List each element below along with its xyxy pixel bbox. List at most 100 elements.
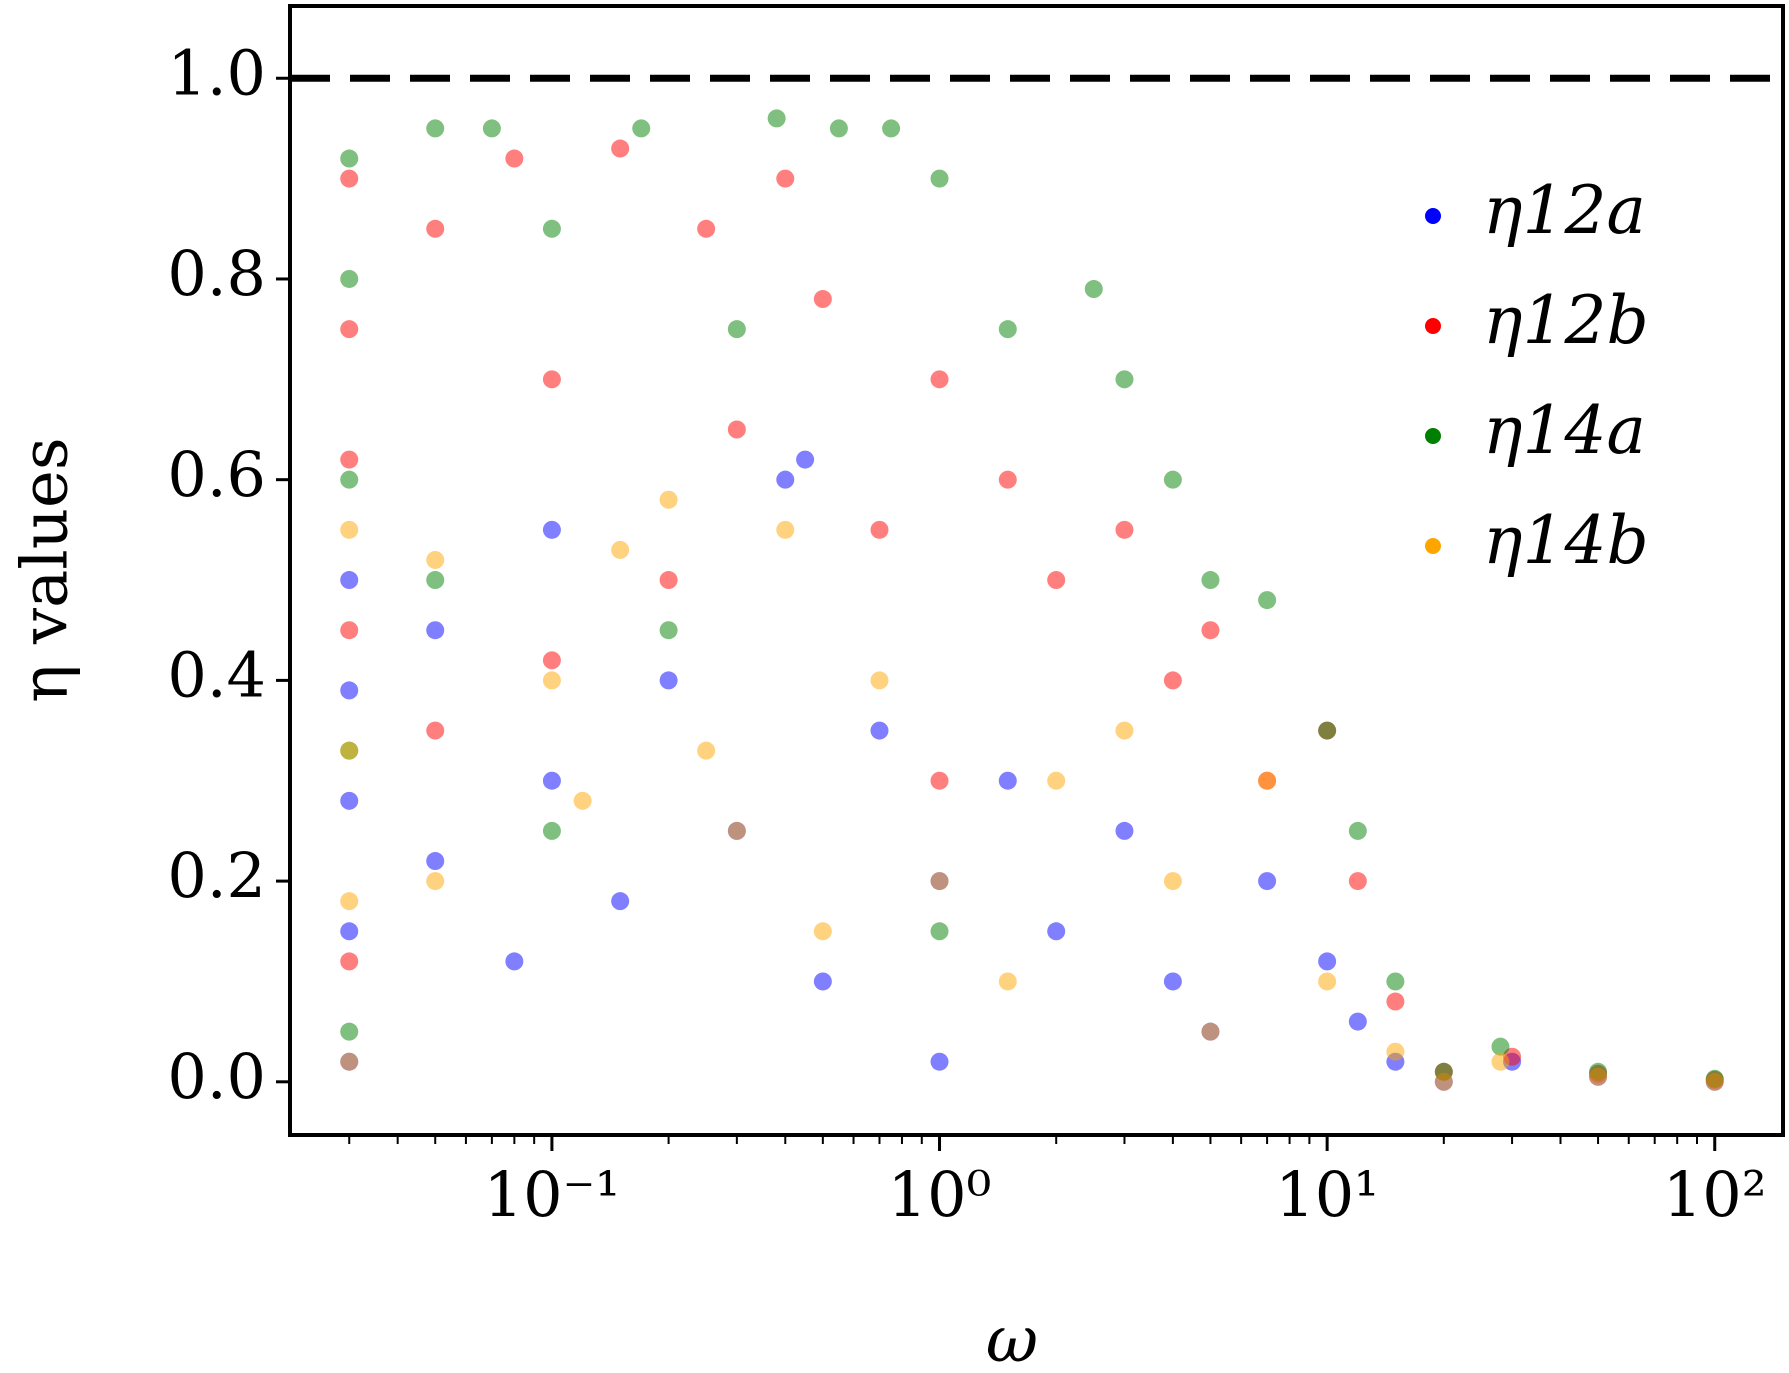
point — [340, 741, 359, 760]
point — [870, 520, 889, 539]
point — [930, 922, 949, 941]
point — [813, 922, 832, 941]
x-tick-label: 10¹ — [1275, 1158, 1379, 1231]
point — [340, 1052, 359, 1071]
point — [1163, 671, 1182, 690]
point — [340, 450, 359, 469]
point — [542, 520, 561, 539]
point — [1201, 571, 1220, 590]
point — [426, 550, 445, 569]
point — [426, 119, 445, 138]
point — [542, 219, 561, 238]
legend-marker — [1425, 538, 1441, 554]
point — [1434, 1072, 1453, 1091]
point — [340, 791, 359, 810]
point — [796, 450, 815, 469]
point — [340, 320, 359, 339]
point — [1201, 1022, 1220, 1041]
point — [1201, 621, 1220, 640]
point — [930, 370, 949, 389]
point — [340, 1022, 359, 1041]
point — [1386, 972, 1405, 991]
point — [659, 571, 678, 590]
point — [930, 1052, 949, 1071]
point — [1491, 1037, 1510, 1056]
point — [1258, 591, 1277, 610]
point — [1115, 821, 1134, 840]
point — [1348, 821, 1367, 840]
point — [998, 470, 1017, 489]
point — [882, 119, 901, 138]
x-tick-label: 10⁻¹ — [484, 1158, 620, 1231]
x-tick-label: 10² — [1663, 1158, 1767, 1231]
point — [426, 872, 445, 891]
point — [573, 791, 592, 810]
point — [998, 320, 1017, 339]
point — [340, 470, 359, 489]
point — [998, 972, 1017, 991]
point — [542, 370, 561, 389]
point — [870, 671, 889, 690]
point — [1115, 520, 1134, 539]
x-axis-label: ω — [986, 1304, 1038, 1373]
point — [1047, 571, 1066, 590]
point — [1386, 1042, 1405, 1061]
point — [1491, 1052, 1510, 1071]
point — [426, 721, 445, 740]
y-axis-label: η values — [9, 437, 83, 702]
point — [998, 771, 1017, 790]
point — [340, 621, 359, 640]
point — [632, 119, 651, 138]
point — [727, 320, 746, 339]
plot-frame — [288, 4, 1785, 1137]
point — [1705, 1072, 1724, 1091]
legend-marker — [1425, 428, 1441, 444]
point — [930, 771, 949, 790]
legend-marker — [1425, 208, 1441, 224]
point — [1318, 952, 1337, 971]
point — [1047, 922, 1066, 941]
point — [611, 540, 630, 559]
point — [542, 651, 561, 670]
point — [870, 721, 889, 740]
point — [1258, 771, 1277, 790]
points — [340, 109, 1724, 1091]
point — [930, 872, 949, 891]
point — [426, 219, 445, 238]
point — [340, 952, 359, 971]
point — [659, 490, 678, 509]
point — [767, 109, 786, 128]
y-tick-label: 0.4 — [167, 638, 266, 711]
point — [1258, 872, 1277, 891]
point — [482, 119, 501, 138]
point — [1115, 370, 1134, 389]
y-tick-label: 0.0 — [167, 1040, 266, 1113]
point — [340, 571, 359, 590]
point — [1115, 721, 1134, 740]
point — [1348, 872, 1367, 891]
legend-label: η14b — [1483, 502, 1649, 579]
point — [1163, 470, 1182, 489]
point — [1084, 280, 1103, 299]
point — [542, 821, 561, 840]
point — [340, 681, 359, 700]
point — [776, 520, 795, 539]
point — [611, 139, 630, 158]
y-tick-label: 0.2 — [167, 839, 266, 912]
point — [697, 741, 716, 760]
point — [1318, 972, 1337, 991]
point — [542, 771, 561, 790]
point — [776, 169, 795, 188]
y-tick-label: 1.0 — [167, 36, 266, 109]
point — [340, 922, 359, 941]
point — [1047, 771, 1066, 790]
x-tick-label: 10⁰ — [888, 1158, 992, 1231]
point — [505, 952, 524, 971]
point — [340, 169, 359, 188]
point — [611, 892, 630, 911]
point — [426, 621, 445, 640]
point — [727, 821, 746, 840]
point — [1318, 721, 1337, 740]
point — [340, 269, 359, 288]
